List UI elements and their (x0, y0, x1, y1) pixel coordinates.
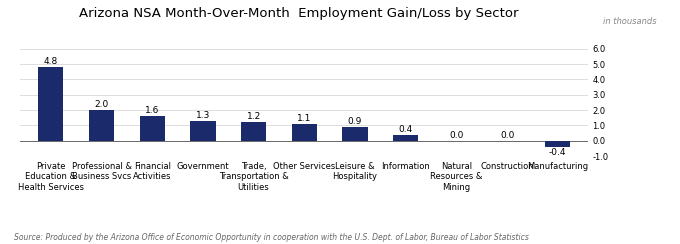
Text: 1.3: 1.3 (196, 111, 210, 120)
Bar (342, 127, 368, 141)
Text: 4.8: 4.8 (44, 57, 58, 66)
Text: 0.0: 0.0 (500, 131, 514, 140)
Text: 2.0: 2.0 (95, 100, 109, 109)
Text: -0.4: -0.4 (549, 148, 566, 157)
Text: 1.1: 1.1 (297, 114, 311, 123)
Bar (139, 116, 165, 141)
Bar (241, 122, 267, 141)
Bar (545, 141, 571, 147)
Bar (89, 110, 114, 141)
Text: in thousands: in thousands (602, 17, 656, 26)
Text: 1.6: 1.6 (145, 106, 159, 115)
Text: 1.2: 1.2 (246, 112, 260, 122)
Text: Source: Produced by the Arizona Office of Economic Opportunity in cooperation wi: Source: Produced by the Arizona Office o… (14, 233, 528, 242)
Text: 0.0: 0.0 (449, 131, 464, 140)
Text: Arizona NSA Month-Over-Month  Employment Gain/Loss by Sector: Arizona NSA Month-Over-Month Employment … (80, 7, 519, 20)
Bar (190, 121, 216, 141)
Bar (38, 67, 63, 141)
Bar (292, 124, 317, 141)
Text: 0.4: 0.4 (398, 125, 413, 134)
Text: 0.9: 0.9 (347, 117, 362, 126)
Bar (393, 135, 418, 141)
